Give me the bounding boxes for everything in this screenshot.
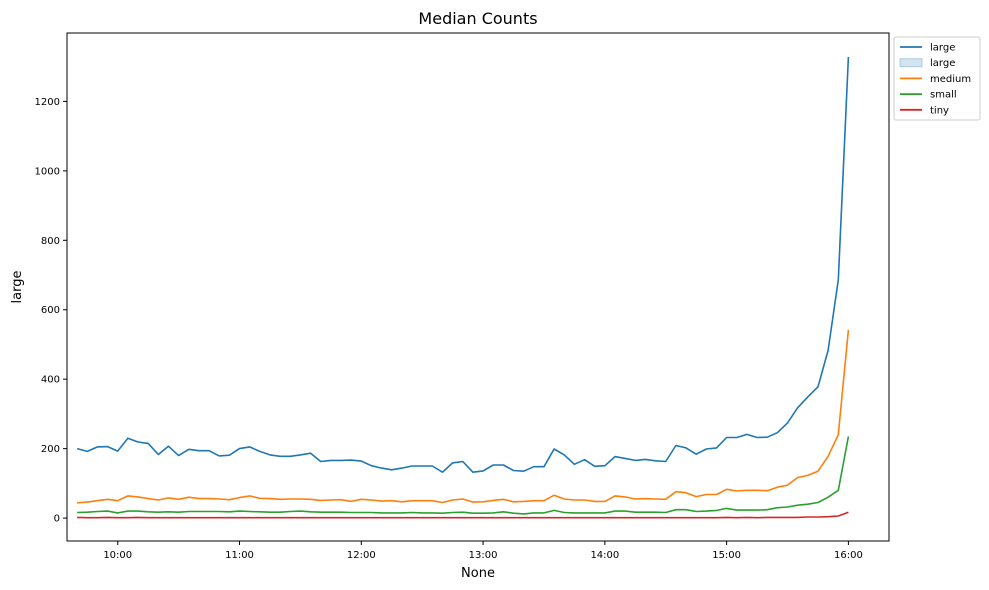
y-axis: 0 200 400 600 800 1000 1200 — [35, 97, 67, 525]
x-tick-label: 13:00 — [469, 550, 498, 561]
y-tick-label: 200 — [41, 444, 60, 455]
y-tick-label: 0 — [54, 514, 60, 525]
chart-title: Median Counts — [418, 9, 537, 28]
legend-label: large — [930, 58, 955, 69]
series-layer — [76, 56, 850, 519]
legend-frame — [893, 36, 981, 121]
legend-swatch-patch — [899, 58, 923, 68]
x-tick-label: 15:00 — [712, 550, 741, 561]
x-tick-label: 11:00 — [225, 550, 254, 561]
x-axis-label: None — [461, 566, 495, 581]
legend-label: tiny — [930, 105, 949, 116]
y-tick-label: 800 — [41, 236, 60, 247]
x-tick-label: 12:00 — [347, 550, 376, 561]
series-line-large — [76, 56, 850, 474]
series-line-tiny — [77, 511, 849, 519]
legend-label: large — [930, 43, 955, 54]
axes-frame — [66, 32, 890, 542]
series-line-medium — [77, 329, 850, 504]
y-tick-label: 600 — [41, 305, 60, 316]
series-line-small — [77, 436, 850, 515]
legend: large large medium small tiny — [893, 36, 981, 121]
x-tick-label: 10:00 — [103, 550, 132, 561]
x-tick-label: 16:00 — [834, 550, 863, 561]
y-tick-label: 1000 — [35, 166, 60, 177]
x-tick-label: 14:00 — [590, 550, 619, 561]
y-axis-label: large — [10, 271, 25, 304]
x-axis: 10:00 11:00 12:00 13:00 14:00 15:00 16:00 — [103, 541, 863, 561]
y-tick-label: 1200 — [35, 97, 60, 108]
legend-label: medium — [930, 74, 971, 85]
y-tick-label: 400 — [41, 375, 60, 386]
legend-label: small — [930, 90, 957, 101]
plot-area — [66, 32, 890, 542]
